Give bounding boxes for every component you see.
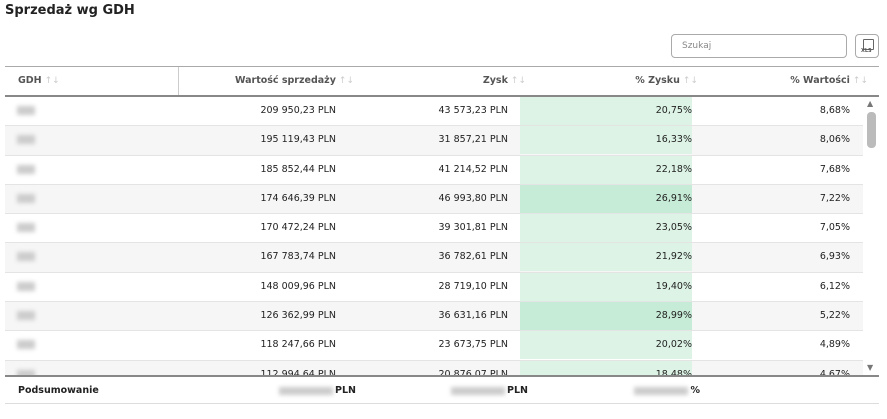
table-cell: 5,22% xyxy=(819,310,850,322)
table-cell: 4,89% xyxy=(819,339,850,351)
table-header: GDH Wartość sprzedaży Zysk % Zysku % Wartośc… xyxy=(5,66,879,97)
table-cell: 170 472,24 PLN xyxy=(260,222,336,234)
table-row: 112 994,64 PLN 20 876,07 PLN 18,48% 4,67% xyxy=(5,360,863,375)
table-body: 209 950,23 PLN 43 573,23 PLN 20,75% 8,68% 19… xyxy=(5,97,863,375)
blurred-name xyxy=(17,193,35,203)
blurred-name xyxy=(17,369,35,375)
footer-cell: % xyxy=(634,377,700,404)
export-button[interactable]: XLS xyxy=(855,34,879,58)
table-cell: 118 247,66 PLN xyxy=(260,339,336,351)
blurred-name xyxy=(17,281,35,291)
table-cell: 209 950,23 PLN xyxy=(260,105,336,116)
table-cell: 23,05% xyxy=(520,214,692,243)
table-cell: 7,68% xyxy=(819,163,850,175)
table-cell: 36 631,16 PLN xyxy=(438,310,509,322)
blurred-name xyxy=(17,223,35,233)
table-cell: 4,67% xyxy=(819,368,850,375)
table-cell: 7,22% xyxy=(819,192,850,204)
column-header[interactable]: % Wartości xyxy=(790,67,868,95)
table-row: 185 852,44 PLN 41 214,52 PLN 22,18% 7,68% xyxy=(5,155,863,185)
table-cell: 126 362,99 PLN xyxy=(260,310,336,322)
table-cell: 185 852,44 PLN xyxy=(260,163,336,175)
title: Sprzedaż wg GDH xyxy=(5,3,135,18)
footer-unit: PLN xyxy=(507,385,528,396)
separator xyxy=(178,67,179,95)
table-cell: 20,75% xyxy=(520,97,692,125)
blurred-name xyxy=(17,340,35,350)
table-row: 118 247,66 PLN 23 673,75 PLN 20,02% 4,89% xyxy=(5,331,863,361)
table-cell: 23 673,75 PLN xyxy=(438,339,509,351)
table-cell: 8,06% xyxy=(819,134,850,146)
scroll-thumb[interactable] xyxy=(867,112,876,148)
column-header[interactable]: Wartość sprzedaży xyxy=(235,67,354,95)
table-cell: 8,68% xyxy=(819,105,850,116)
table-cell: 112 994,64 PLN xyxy=(260,368,336,375)
footer-label: Podsumowanie xyxy=(18,385,99,396)
table-row: 167 783,74 PLN 36 782,61 PLN 21,92% 6,93% xyxy=(5,243,863,273)
table-cell: 174 646,39 PLN xyxy=(260,192,336,204)
blurred-name xyxy=(17,135,35,145)
table-cell: 28 719,10 PLN xyxy=(438,280,509,292)
table-cell: 6,12% xyxy=(819,280,850,292)
table-row: 148 009,96 PLN 28 719,10 PLN 19,40% 6,12% xyxy=(5,272,863,303)
table-cell: 16,33% xyxy=(520,126,692,155)
file-icon xyxy=(863,39,874,50)
table-cell: 28,99% xyxy=(520,302,692,331)
table-cell: 6,93% xyxy=(819,251,850,263)
column-header[interactable]: % Zysku xyxy=(635,67,698,95)
search-input[interactable]: Szukaj xyxy=(671,34,847,58)
blurred-value xyxy=(634,386,689,395)
blurred-name xyxy=(17,252,35,262)
footer-unit: PLN xyxy=(335,385,356,396)
scrollbar[interactable]: ▲ ▼ xyxy=(864,97,880,375)
table-cell: 19,40% xyxy=(520,272,692,301)
footer-cell: PLN xyxy=(451,377,528,404)
blurred-name xyxy=(17,164,35,174)
table-row: 174 646,39 PLN 46 993,80 PLN 26,91% 7,22% xyxy=(5,184,863,215)
export-label: XLS xyxy=(861,48,872,54)
column-header[interactable]: Zysk xyxy=(483,67,526,95)
table-footer: Podsumowanie PLN PLN% xyxy=(5,375,879,404)
table-cell: 18,48% xyxy=(520,360,692,375)
table-cell: 36 782,61 PLN xyxy=(438,251,509,263)
scroll-down[interactable]: ▼ xyxy=(867,363,874,372)
blurred-name xyxy=(17,311,35,321)
table-cell: 20 876,07 PLN xyxy=(438,368,509,375)
scroll-up[interactable]: ▲ xyxy=(867,99,874,108)
table-cell: 22,18% xyxy=(520,155,692,184)
table-cell: 43 573,23 PLN xyxy=(438,105,509,116)
footer-unit: % xyxy=(690,385,700,396)
blurred-value xyxy=(451,386,506,395)
table-row: 209 950,23 PLN 43 573,23 PLN 20,75% 8,68% xyxy=(5,97,863,127)
blurred-value xyxy=(279,386,334,395)
table-cell: 195 119,43 PLN xyxy=(260,134,336,146)
column-header[interactable]: GDH xyxy=(18,67,60,95)
table-cell: 167 783,74 PLN xyxy=(260,251,336,263)
table-cell: 46 993,80 PLN xyxy=(438,192,509,204)
table-cell: 41 214,52 PLN xyxy=(438,163,509,175)
footer-cell: PLN xyxy=(279,377,356,404)
table-cell: 39 301,81 PLN xyxy=(438,222,509,234)
table-cell: 7,05% xyxy=(819,222,850,234)
table-row: 195 119,43 PLN 31 857,21 PLN 16,33% 8,06% xyxy=(5,126,863,156)
table-cell: 31 857,21 PLN xyxy=(438,134,509,146)
table-row: 170 472,24 PLN 39 301,81 PLN 23,05% 7,05% xyxy=(5,214,863,244)
blurred-name xyxy=(17,106,35,115)
table-cell: 26,91% xyxy=(520,184,692,213)
table-cell: 20,02% xyxy=(520,331,692,360)
table-row: 126 362,99 PLN 36 631,16 PLN 28,99% 5,22% xyxy=(5,302,863,332)
table-cell: 21,92% xyxy=(520,243,692,272)
table-cell: 148 009,96 PLN xyxy=(260,280,336,292)
